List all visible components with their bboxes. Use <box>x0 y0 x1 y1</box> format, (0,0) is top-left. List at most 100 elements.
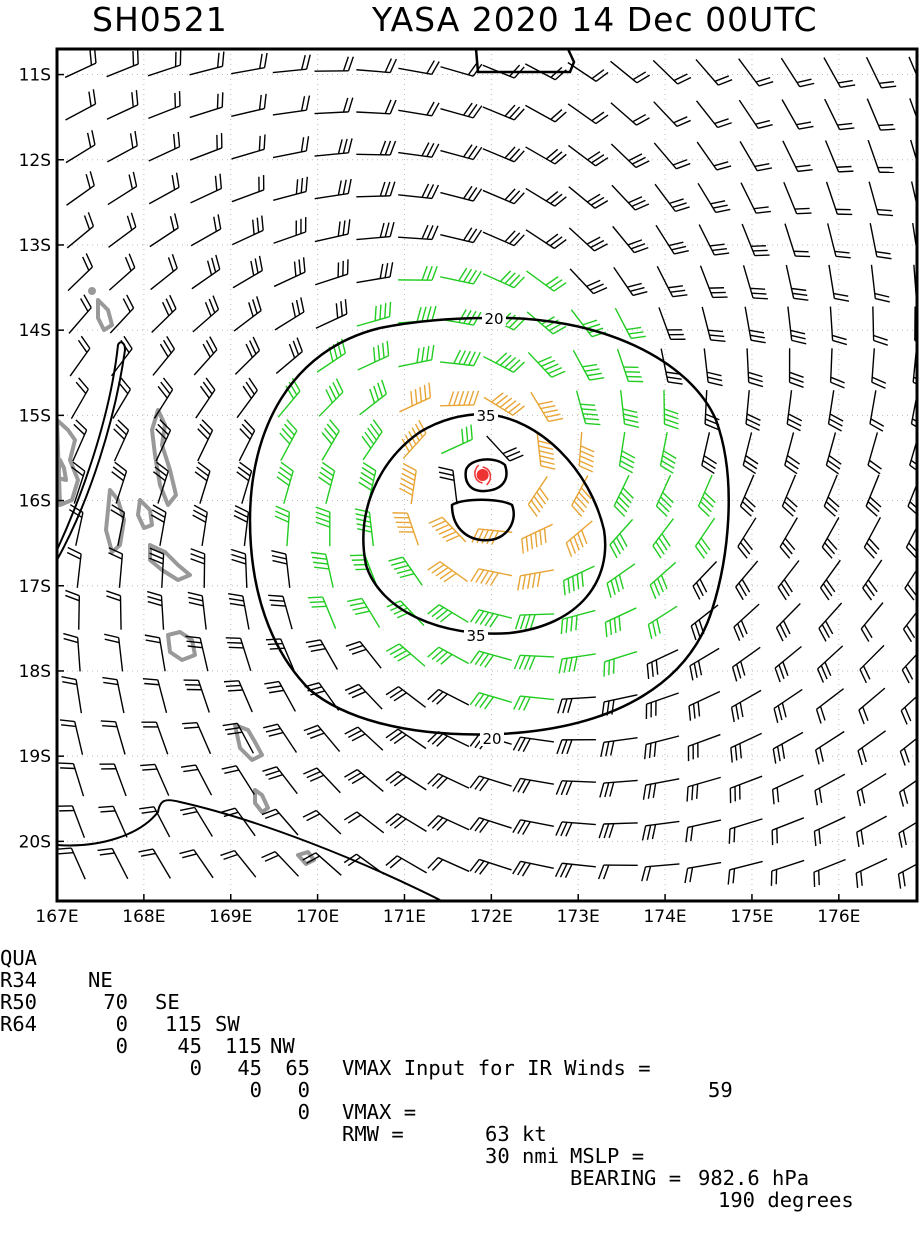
wind-barb <box>356 100 396 114</box>
wind-barb <box>522 524 553 553</box>
wind-barb <box>525 105 566 121</box>
wind-barb <box>108 548 122 588</box>
wind-barb <box>691 605 718 640</box>
lat-tick-label: 20S <box>19 832 51 852</box>
wind-barb <box>235 337 259 374</box>
wind-barb <box>569 187 608 209</box>
wind-barb <box>653 519 674 559</box>
vmax-value: 63 kt <box>485 1123 547 1145</box>
wind-barb <box>828 223 851 257</box>
wind-barb <box>702 432 717 473</box>
wind-barb <box>231 53 267 74</box>
wind-barb <box>863 560 882 600</box>
wind-barb <box>109 254 134 290</box>
wind-barb <box>693 562 716 600</box>
center-dot <box>477 469 489 481</box>
wind-barb <box>732 690 761 722</box>
wind-barb <box>344 770 383 792</box>
wind-barb <box>303 810 341 834</box>
wind-barb <box>71 378 88 419</box>
wind-barb <box>822 517 839 558</box>
wind-barb <box>356 59 396 73</box>
wind-barb <box>386 771 426 789</box>
wind-barb <box>470 693 511 709</box>
wind-barb <box>783 141 813 172</box>
r64-nw: 0 <box>262 1101 310 1123</box>
wind-barb <box>487 436 524 461</box>
island-outline <box>106 490 124 552</box>
wind-barb <box>193 296 219 332</box>
wind-barb <box>871 265 889 302</box>
wind-barb <box>315 179 351 199</box>
bearing-value: 190 degrees <box>718 1189 854 1211</box>
coast-line <box>57 800 440 900</box>
wind-barb <box>273 96 310 115</box>
wind-barb <box>647 650 678 679</box>
island-outline <box>98 300 112 330</box>
wind-barb <box>775 646 801 682</box>
wind-barb <box>66 130 95 162</box>
wind-barb <box>344 812 383 833</box>
wind-barb <box>194 337 217 375</box>
wind-barb <box>772 818 804 845</box>
wind-barb <box>356 182 395 197</box>
wind-barb <box>618 349 644 382</box>
wind-barb <box>747 348 763 386</box>
vmax-input-text: VMAX Input for IR Winds = <box>342 1057 651 1079</box>
wind-barb <box>605 608 636 637</box>
wind-barb <box>483 105 524 120</box>
wind-barb <box>820 560 840 600</box>
wind-barb <box>233 256 262 288</box>
wind-barb <box>315 57 354 71</box>
wind-barb <box>65 89 95 120</box>
wind-barb <box>107 49 139 76</box>
wind-barb <box>104 634 122 671</box>
wind-barb <box>861 603 883 642</box>
wind-barb <box>870 223 891 259</box>
r64-label: R64 <box>0 1013 37 1035</box>
wind-barb <box>643 821 680 840</box>
wind-barb <box>782 100 813 130</box>
lon-tick-label: 173E <box>557 907 600 925</box>
r34-se: 115 <box>140 1013 202 1035</box>
wind-barb <box>198 420 213 461</box>
wind-barb <box>740 475 755 516</box>
wind-barb <box>730 776 762 803</box>
contour-label: 35 <box>466 627 485 645</box>
r34-nw: 65 <box>262 1057 310 1079</box>
wind-barb <box>304 725 340 751</box>
wind-barb <box>858 731 886 765</box>
wind-barb <box>470 859 511 874</box>
wind-barb <box>400 383 431 412</box>
lon-tick-label: 169E <box>209 907 252 925</box>
wind-barb <box>557 740 596 754</box>
wind-barb <box>611 103 650 125</box>
wind-barb <box>864 517 880 558</box>
wind-barb <box>428 689 469 704</box>
wind-barb <box>526 147 567 164</box>
wind-barb <box>817 689 844 724</box>
contour-label: 20 <box>484 310 503 328</box>
wind-barb <box>514 696 554 710</box>
wind-barb <box>262 767 297 794</box>
wind-barb <box>191 549 205 588</box>
wind-barb <box>516 614 555 629</box>
wind-barb <box>140 764 169 795</box>
wind-barb <box>728 861 762 884</box>
wind-barb <box>440 145 481 160</box>
wind-barb <box>729 819 762 844</box>
wind-barb <box>570 269 607 294</box>
lat-tick-label: 15S <box>19 406 51 426</box>
wind-barb <box>63 634 80 672</box>
wind-barb <box>440 350 480 366</box>
wind-barb <box>607 564 635 598</box>
r64-row: R64 0 0 0 0 RMW = 30 nmi BEARING = 190 d… <box>0 991 919 1013</box>
lat-tick-label: 16S <box>19 492 51 512</box>
wind-barb <box>857 816 887 847</box>
wind-barb <box>184 680 210 712</box>
wind-barb <box>483 231 524 246</box>
wind-barb <box>398 225 438 239</box>
wind-barb <box>345 684 382 709</box>
wind-barb <box>315 259 348 284</box>
